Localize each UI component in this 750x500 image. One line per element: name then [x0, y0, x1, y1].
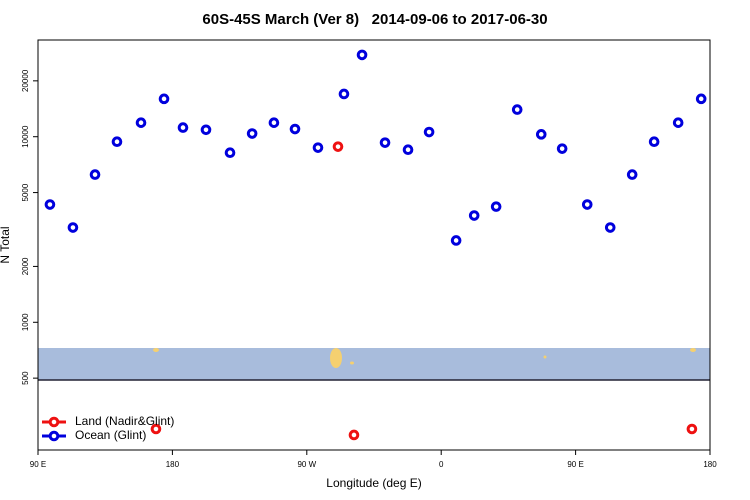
- y-axis-label: N Total: [0, 226, 12, 263]
- x-tick-label: 0: [439, 460, 444, 469]
- point: [626, 169, 638, 180]
- point: [89, 169, 101, 180]
- legend-label: Ocean (Glint): [75, 428, 146, 442]
- y-tick-label: 5000: [21, 183, 30, 201]
- x-tick-label: 180: [703, 460, 717, 469]
- x-tick-label: 90 E: [567, 460, 583, 469]
- legend-marker: [48, 416, 60, 428]
- point: [135, 117, 147, 128]
- land: [690, 348, 696, 352]
- y-tick-label: 2000: [21, 257, 30, 275]
- point: [177, 122, 189, 133]
- x-tick-label: 180: [166, 460, 180, 469]
- plot-frame: [37, 39, 711, 451]
- point: [289, 123, 301, 135]
- point: [224, 147, 236, 159]
- point: [402, 144, 414, 156]
- point: [348, 429, 360, 441]
- x-tick-label: 90 E: [30, 460, 46, 469]
- point: [338, 88, 350, 100]
- point: [356, 49, 368, 61]
- point: [150, 423, 162, 435]
- point: [44, 199, 56, 210]
- land: [543, 355, 547, 359]
- point: [246, 128, 258, 139]
- point: [111, 136, 123, 147]
- point: [450, 235, 462, 246]
- point: [468, 210, 480, 221]
- point: [268, 117, 280, 128]
- chart-title: 60S-45S March (Ver 8) 2014-09-06 to 2017…: [202, 11, 547, 28]
- x-axis-label: Longitude (deg E): [326, 476, 421, 490]
- point: [312, 142, 324, 153]
- point: [581, 199, 593, 210]
- point: [332, 141, 344, 152]
- y-tick-label: 500: [21, 371, 30, 385]
- point: [158, 93, 170, 105]
- legend-marker: [48, 430, 60, 442]
- point: [379, 137, 391, 148]
- map-band: [38, 348, 710, 380]
- legend-label: Land (Nadir&Glint): [75, 414, 174, 428]
- x-tick-label: 90 W: [297, 460, 316, 469]
- point: [490, 201, 502, 212]
- point: [604, 222, 616, 233]
- land: [153, 348, 159, 352]
- point: [200, 124, 212, 136]
- y-tick-label: 10000: [21, 125, 30, 148]
- point: [648, 136, 660, 147]
- point: [556, 143, 568, 154]
- point: [535, 129, 547, 140]
- land: [350, 361, 354, 365]
- point: [686, 423, 698, 435]
- point: [423, 126, 435, 138]
- y-tick-label: 20000: [21, 69, 30, 92]
- point: [695, 93, 707, 105]
- point: [672, 117, 684, 128]
- point: [511, 104, 523, 115]
- y-tick-label: 1000: [21, 313, 30, 331]
- land: [330, 348, 342, 368]
- point: [67, 222, 79, 233]
